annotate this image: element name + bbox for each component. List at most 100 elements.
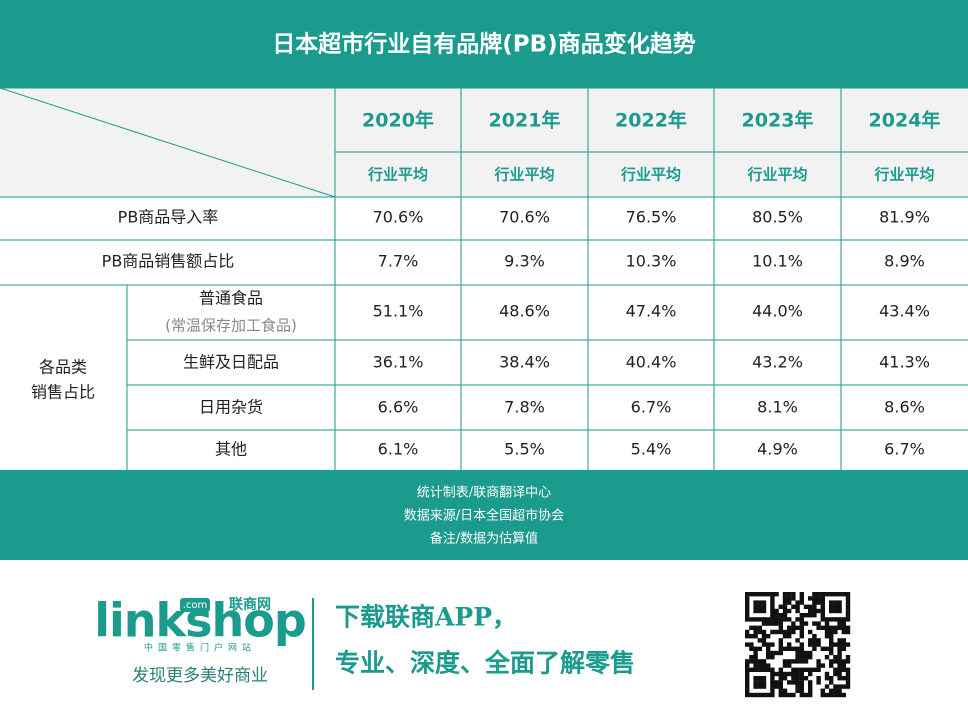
qr-module: [808, 613, 813, 618]
qr-module: [791, 621, 796, 626]
qr-module: [799, 629, 804, 635]
qr-module: [761, 642, 767, 647]
footer-bar: [0, 470, 968, 560]
qr-module: [766, 634, 771, 639]
qr-module: [778, 667, 783, 672]
qr-module: [745, 642, 750, 647]
qr-module: [837, 663, 842, 668]
cell: 5.5%: [504, 440, 545, 459]
row-label: 生鲜及日配品: [183, 353, 279, 372]
qr-module: [778, 680, 783, 685]
qr-module: [757, 604, 762, 609]
qr-module: [770, 629, 775, 635]
qr-module: [803, 650, 809, 656]
qr-module: [782, 604, 788, 609]
qr-module: [845, 596, 851, 601]
subheader: 行业平均: [493, 166, 554, 184]
qr-module: [799, 592, 804, 597]
qr-module: [782, 613, 788, 618]
qr-module: [833, 617, 838, 622]
qr-module: [766, 646, 771, 651]
title: 日本超市行业自有品牌(PB)商品变化趋势: [272, 31, 695, 58]
qr-module: [770, 642, 775, 647]
qr-module: [799, 667, 804, 672]
qr-module: [795, 671, 800, 677]
qr-module: [816, 663, 821, 668]
qr-module: [749, 625, 754, 630]
qr-module: [782, 659, 788, 664]
qr-module: [816, 659, 821, 664]
year: 2024年: [869, 109, 941, 132]
qr-module: [799, 688, 804, 693]
qr-module: [837, 692, 842, 698]
qr-module: [782, 592, 788, 597]
qr-module: [745, 592, 750, 597]
qr-module: [841, 592, 846, 597]
qr-module: [820, 592, 825, 597]
qr-module: [795, 680, 800, 685]
cell: 6.1%: [378, 440, 419, 459]
qr-module: [820, 617, 825, 622]
qr-module: [841, 638, 846, 643]
year: 2022年: [615, 109, 687, 132]
qr-module: [824, 671, 830, 677]
qr-module: [799, 634, 804, 639]
diagonal: [0, 87, 336, 198]
subheader: 行业平均: [620, 166, 681, 184]
qr-module: [799, 692, 804, 698]
qr-module: [753, 663, 758, 668]
cell: 70.6%: [499, 208, 550, 227]
qr-module: [770, 592, 775, 597]
qr-module: [829, 646, 834, 651]
qr-module: [791, 629, 796, 635]
qr-module: [824, 692, 830, 698]
qr-module: [745, 667, 750, 672]
tagline: 发现更多美好商业: [132, 666, 268, 686]
qr-module: [841, 684, 846, 689]
qr-module: [824, 634, 830, 639]
qr-module: [829, 617, 834, 622]
qr-module: [757, 692, 762, 698]
qr-module: [770, 608, 775, 614]
qr-module: [833, 625, 838, 630]
qr-module: [770, 667, 775, 672]
qr-module: [824, 617, 830, 622]
qr-module: [778, 646, 783, 651]
cell: 9.3%: [504, 252, 545, 271]
qr-module: [833, 604, 838, 609]
cell: 6.7%: [884, 440, 925, 459]
qr-module: [745, 688, 750, 693]
qr-module: [795, 676, 800, 681]
logo-sub: 中国零售门户网站: [144, 642, 256, 654]
qr-module: [808, 655, 813, 660]
qr-module: [787, 592, 792, 597]
cell: 70.6%: [373, 208, 424, 227]
qr-module: [782, 676, 788, 681]
qr-module: [829, 604, 834, 609]
qr-module: [766, 655, 771, 660]
qr-module: [833, 659, 838, 664]
qr-module: [774, 613, 779, 618]
qr-module: [770, 621, 775, 626]
row-label: 日用杂货: [199, 398, 263, 417]
qr-module: [791, 625, 796, 630]
qr-module: [782, 600, 788, 605]
qr-module: [808, 642, 813, 647]
qr-module: [837, 625, 842, 630]
qr-module: [795, 688, 800, 693]
qr-module: [774, 680, 779, 685]
qr-module: [757, 663, 762, 668]
qr-module: [829, 629, 834, 635]
qr-module: [787, 608, 792, 614]
qr-module: [845, 629, 851, 635]
qr-module: [749, 617, 754, 622]
row-note: (常温保存加工食品): [165, 317, 297, 335]
qr-module: [782, 692, 788, 698]
qr-module: [803, 676, 809, 681]
qr-module: [778, 613, 783, 618]
qr-module: [808, 692, 813, 698]
qr-module: [799, 659, 804, 664]
qr-module: [757, 617, 762, 622]
qr-module: [787, 596, 792, 601]
qr-module: [753, 667, 758, 672]
